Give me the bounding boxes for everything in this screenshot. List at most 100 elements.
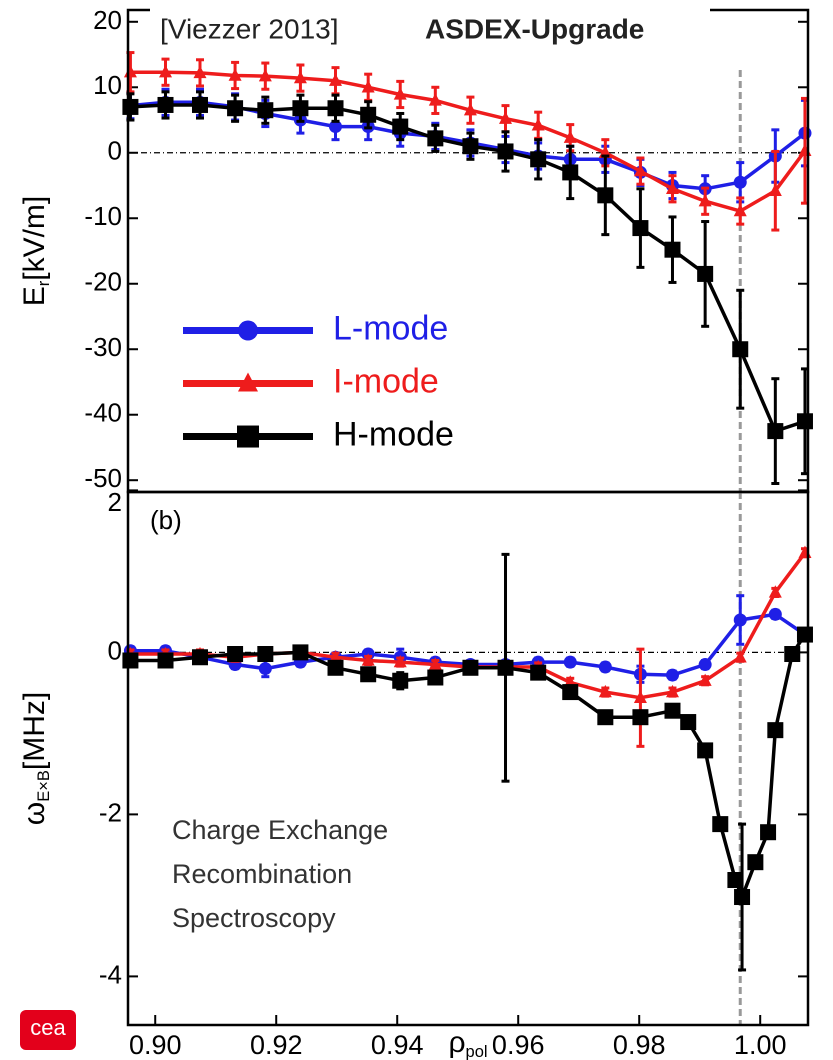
marker — [664, 702, 681, 719]
marker — [531, 118, 545, 131]
annotation: Charge Exchange — [172, 815, 388, 845]
marker — [665, 668, 679, 682]
legend-marker — [238, 320, 258, 341]
marker — [733, 175, 747, 189]
marker — [360, 666, 377, 683]
marker — [712, 816, 729, 833]
logo-text: cea — [30, 1015, 66, 1040]
marker — [463, 103, 477, 116]
marker — [293, 70, 307, 84]
y-tick-label: -50 — [84, 463, 122, 493]
marker — [563, 130, 577, 143]
marker — [361, 80, 375, 93]
annotation: Spectroscopy — [172, 903, 336, 933]
logo-box — [20, 1010, 76, 1050]
marker — [598, 684, 612, 698]
label-main: ω — [18, 802, 51, 825]
marker — [562, 164, 579, 181]
plot-frame — [126, 490, 810, 1027]
y-tick-label: -30 — [84, 332, 122, 362]
marker — [327, 659, 344, 676]
marker — [798, 143, 812, 157]
marker — [768, 607, 782, 621]
chart-title: [Viezzer 2013] — [160, 13, 339, 44]
marker — [193, 65, 207, 79]
marker — [632, 220, 649, 237]
label-sub: E×B — [35, 770, 53, 802]
y-tick-label: 10 — [93, 70, 122, 100]
marker — [760, 824, 777, 841]
marker — [427, 130, 444, 147]
marker — [747, 854, 764, 871]
y-tick-label: 2 — [108, 487, 122, 517]
x-tick-label: 0.90 — [129, 1030, 182, 1060]
axis-label: ρpol — [448, 1026, 487, 1060]
legend-marker — [237, 425, 259, 448]
marker — [122, 652, 139, 669]
marker — [796, 626, 813, 643]
marker — [428, 93, 442, 106]
marker — [258, 662, 272, 676]
legend-label: L-mode — [333, 310, 448, 348]
marker — [228, 68, 242, 81]
marker — [632, 709, 649, 726]
marker — [329, 73, 343, 86]
marker — [732, 341, 749, 358]
marker — [427, 669, 444, 686]
marker — [798, 545, 812, 558]
marker — [665, 181, 679, 194]
marker — [633, 690, 647, 703]
marker — [597, 187, 614, 204]
axis-label: Er[kV/m] — [18, 196, 53, 307]
marker — [698, 658, 712, 672]
marker — [393, 87, 407, 100]
y-tick-label: -40 — [84, 398, 122, 428]
marker — [697, 742, 714, 759]
x-tick-label: 1.00 — [734, 1030, 787, 1060]
y-tick-label: -10 — [84, 201, 122, 231]
label-main: E — [18, 286, 51, 306]
marker — [680, 714, 697, 731]
x-tick-label: 0.92 — [250, 1030, 303, 1060]
marker — [428, 657, 442, 670]
marker — [292, 100, 309, 117]
marker — [227, 100, 244, 117]
label-unit: [kV/m] — [18, 196, 51, 281]
marker — [360, 106, 377, 123]
marker — [361, 653, 375, 666]
marker — [768, 183, 782, 196]
marker — [633, 163, 647, 177]
marker — [767, 423, 784, 440]
marker — [292, 644, 309, 661]
marker — [257, 102, 274, 119]
marker — [462, 138, 479, 155]
marker — [227, 646, 244, 663]
y-tick-label: 0 — [108, 136, 122, 166]
marker — [697, 265, 714, 282]
y-tick-label: 20 — [93, 5, 122, 35]
marker — [497, 659, 514, 676]
x-tick-label: 0.96 — [492, 1030, 545, 1060]
x-tick-label: 0.94 — [371, 1030, 424, 1060]
marker — [157, 96, 174, 113]
axis-label: ωE×B[MHz] — [18, 692, 53, 825]
marker — [562, 684, 579, 701]
marker — [665, 684, 679, 698]
marker — [392, 672, 409, 689]
marker — [258, 68, 272, 82]
marker — [563, 655, 577, 669]
marker — [257, 646, 274, 663]
marker — [698, 673, 712, 686]
marker — [191, 96, 208, 113]
marker — [191, 649, 208, 666]
marker — [329, 120, 343, 134]
marker — [727, 872, 744, 889]
marker — [733, 650, 747, 663]
marker — [698, 194, 712, 207]
marker — [733, 203, 747, 217]
marker — [499, 111, 513, 124]
marker — [767, 722, 784, 739]
marker — [734, 889, 751, 906]
label-sub: r — [35, 280, 53, 286]
